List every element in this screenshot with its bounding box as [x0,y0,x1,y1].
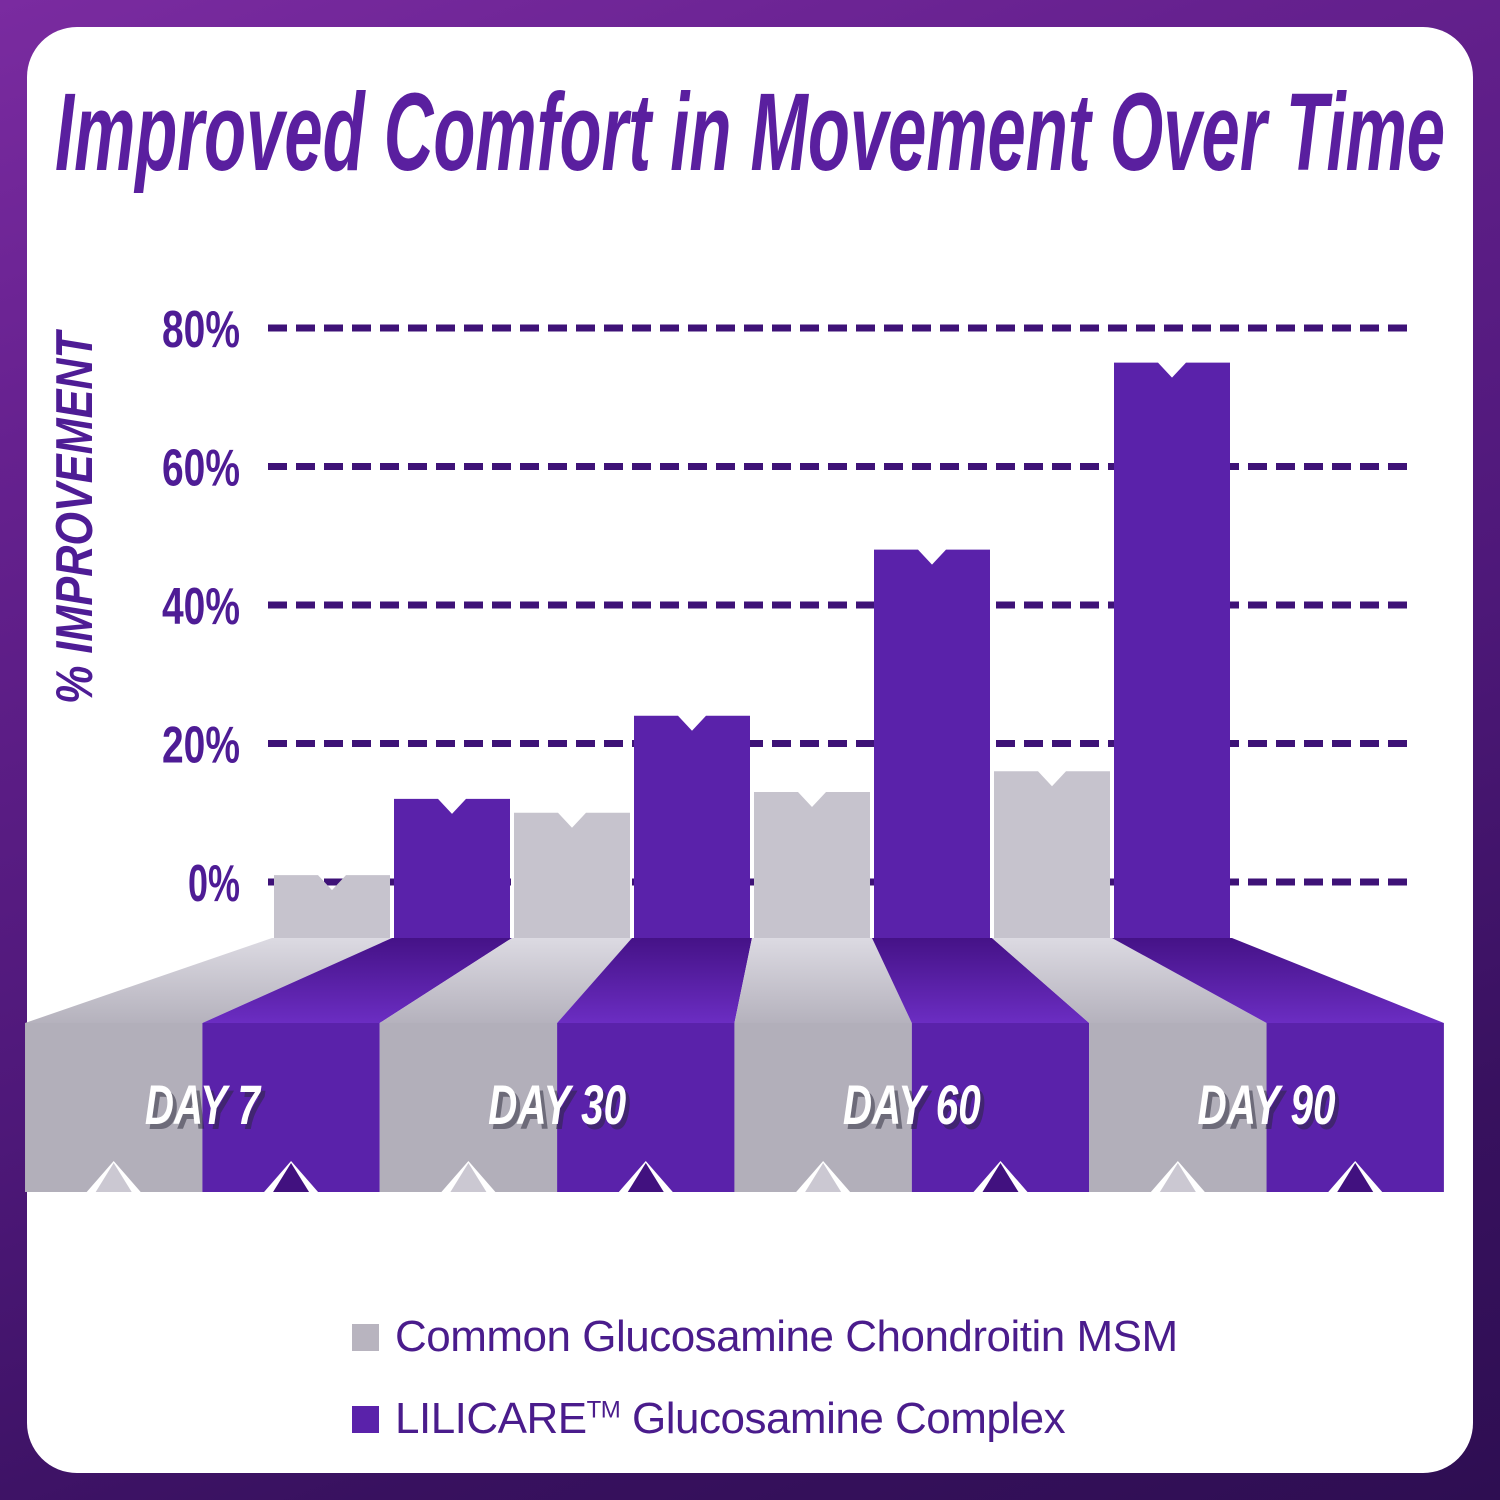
y-tick-label: 80% [162,301,240,359]
floor-slant [734,938,912,1023]
trademark-symbol: TM [586,1396,621,1424]
legend-label-rest: Glucosamine Complex [620,1394,1066,1443]
bottom-triangle [805,1163,842,1192]
lilicare-bar-day-90 [1114,362,1230,938]
legend-label: Common Glucosamine Chondroitin MSM [395,1312,1178,1361]
bottom-triangle [982,1163,1019,1192]
bottom-triangle [627,1163,664,1192]
day-label: DAY 7 [145,1073,262,1136]
bottom-triangle [450,1163,487,1192]
common-bar-day-30 [514,812,630,938]
legend-item-lilicare: LILICARETM Glucosamine Complex [352,1394,1178,1444]
floor-slant [872,938,1090,1023]
floor-slant [1112,938,1444,1023]
lilicare-bar-day-7 [394,798,510,938]
gray-swatch-icon [352,1323,379,1351]
legend-item-common: Common Glucosamine Chondroitin MSM [352,1312,1178,1362]
lilicare-bar-day-60 [874,549,990,938]
bottom-triangle [95,1163,132,1192]
lilicare-bar-day-30 [634,715,750,938]
floor-slant [25,938,393,1023]
bottom-triangle [1159,1163,1196,1192]
y-tick-label: 40% [162,578,240,636]
day-label-shadow: DAY 90 [1202,1078,1340,1141]
common-bar-day-90 [994,771,1110,938]
chart-title: Improved Comfort in Movement Over Time [55,71,1445,194]
floor-slant [202,938,512,1023]
y-axis-label: % IMPROVEMENT [46,328,104,704]
day-label: DAY 90 [1198,1073,1336,1136]
floor-slant [379,938,632,1023]
day-label-shadow: DAY 60 [847,1078,985,1141]
purple-swatch-icon [352,1405,379,1433]
day-label: DAY 30 [488,1073,626,1136]
floor-slant [557,938,752,1023]
day-label-shadow: DAY 30 [492,1078,630,1141]
floor-slant [992,938,1267,1023]
y-tick-label: 60% [162,440,240,498]
common-bar-day-7 [274,875,390,938]
day-label: DAY 60 [843,1073,981,1136]
y-tick-label: 0% [188,855,240,913]
chart-legend: Common Glucosamine Chondroitin MSM LILIC… [352,1312,1178,1476]
day-label-shadow: DAY 7 [149,1078,266,1141]
y-tick-label: 20% [162,717,240,775]
bottom-triangle [273,1163,310,1192]
common-bar-day-60 [754,791,870,938]
bottom-triangle [1337,1163,1374,1192]
legend-label: LILICARETM Glucosamine Complex [395,1394,1066,1444]
brand-name: LILICARE [395,1394,587,1443]
